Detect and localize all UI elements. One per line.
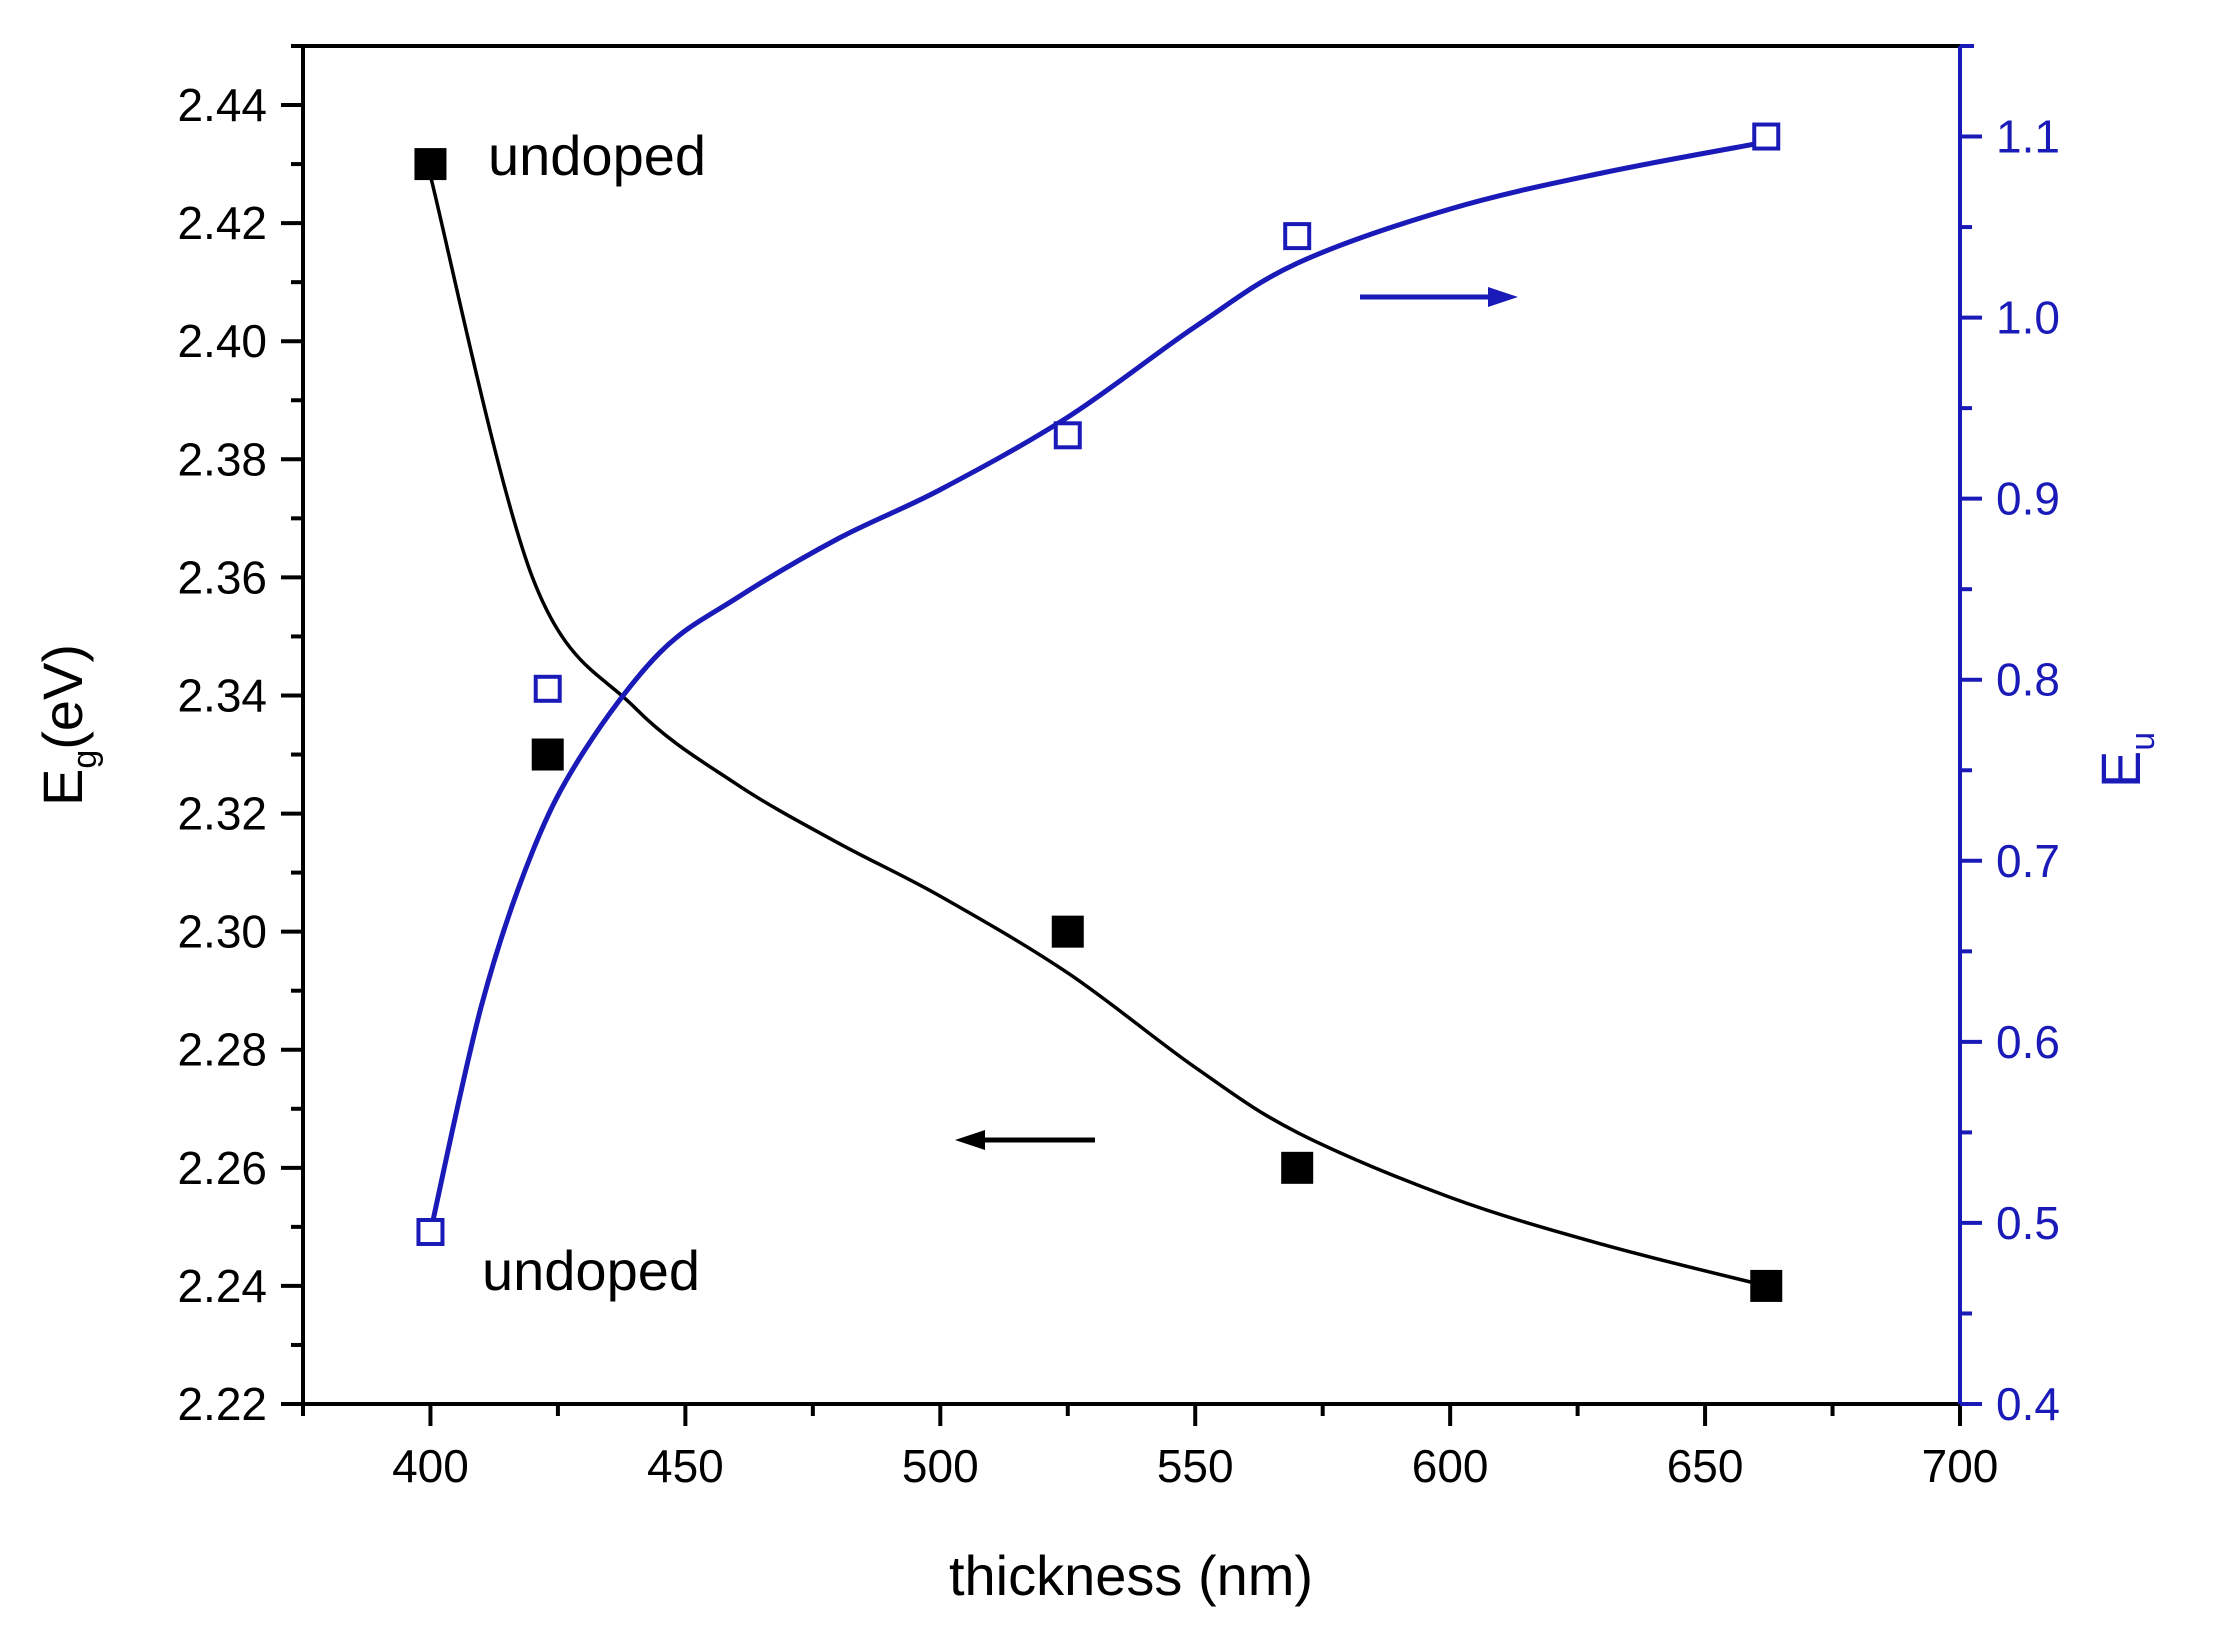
point-eu [1053,421,1082,450]
axis-ticks: 400 450 500 550 600 650 700 2.22 2.24 2.26 2.28 2.3… [177,44,2060,1492]
y-tick-label: 2.28 [177,1024,267,1076]
annotation-undoped-eg: undoped [488,124,706,187]
y2-axis-title: Eu [2089,732,2162,788]
arrow-right-axis [1360,287,1518,307]
plot-frame [301,44,1962,1406]
y-tick-label: 2.40 [177,315,267,367]
fit-line-eu [428,139,1767,1233]
data-markers [414,122,1783,1302]
x-tick-label: 700 [1922,1440,1999,1492]
y-tick-label: 2.22 [177,1378,267,1430]
x-tick-label: 500 [902,1440,979,1492]
point-eg [1051,915,1084,948]
point-eg [1750,1269,1783,1302]
arrow-left-axis [955,1130,1095,1150]
y2-tick-label: 0.7 [1996,835,2060,887]
y2-tick-label: 1.0 [1996,292,2060,344]
y-tick-label: 2.34 [177,669,267,721]
y-axis-title-unit: (eV) [31,644,94,750]
y-tick-label: 2.42 [177,197,267,249]
y2-tick-label: 0.9 [1996,473,2060,525]
x-tick-label: 400 [392,1440,469,1492]
x-axis-title: thickness (nm) [949,1544,1313,1607]
y-tick-label: 2.24 [177,1260,267,1312]
y2-tick-label: 0.6 [1996,1016,2060,1068]
point-eu [1752,122,1781,151]
svg-text:Eg(eV): Eg(eV) [31,644,104,806]
y-tick-label: 2.36 [177,551,267,603]
x-tick-label: 450 [647,1440,724,1492]
x-tick-label: 650 [1667,1440,1744,1492]
point-eu [416,1217,445,1246]
y2-tick-label: 0.8 [1996,654,2060,706]
y-tick-label: 2.44 [177,79,267,131]
svg-text:Eu: Eu [2089,732,2162,788]
y-axis-title: Eg(eV) [31,644,104,806]
point-eg [1281,1151,1314,1184]
annotation-undoped-eu: undoped [482,1239,700,1302]
y-tick-label: 2.32 [177,788,267,840]
y2-axis-title-sub: u [2124,732,2162,751]
y-axis-title-sub: g [66,750,104,769]
point-eu [1283,222,1312,251]
y-tick-label: 2.38 [177,433,267,485]
y-tick-label: 2.30 [177,906,267,958]
y2-tick-label: 0.5 [1996,1197,2060,1249]
point-eu [533,674,562,703]
x-tick-label: 600 [1412,1440,1489,1492]
y2-tick-label: 1.1 [1996,111,2060,163]
point-eg [414,148,447,181]
y-tick-label: 2.26 [177,1142,267,1194]
y-axis-title-main: E [31,769,94,806]
x-tick-label: 550 [1157,1440,1234,1492]
fit-curves [428,139,1767,1288]
y2-tick-label: 0.4 [1996,1378,2060,1430]
fit-line-eg [428,175,1767,1288]
y2-axis-title-main: E [2089,751,2152,788]
point-eg [531,738,564,771]
